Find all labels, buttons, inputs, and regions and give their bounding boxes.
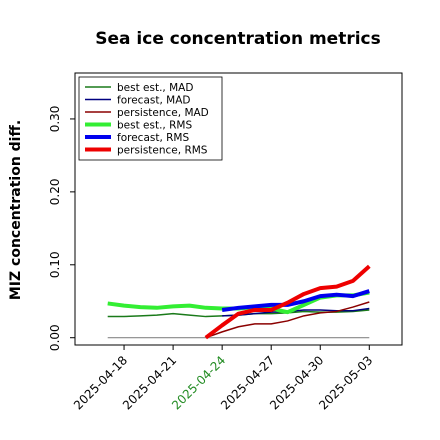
y-tick-label: 0.00 [48, 324, 62, 351]
y-tick-label: 0.10 [48, 251, 62, 278]
legend-label: best est., RMS [117, 120, 192, 132]
series-line [222, 307, 370, 317]
legend-label: forecast, RMS [117, 132, 189, 144]
legend-label: best est., MAD [117, 82, 193, 94]
series-line [221, 289, 370, 312]
legend-box [78, 76, 223, 161]
y-tick-label: 0.20 [48, 179, 62, 206]
series-line [205, 301, 370, 339]
chart-title: Sea ice concentration metrics [95, 29, 381, 49]
y-axis-label: MIZ concentration diff. [8, 120, 24, 300]
legend-label: persistence, MAD [117, 107, 209, 119]
legend-label: forecast, MAD [117, 95, 190, 107]
legend-label: persistence, RMS [117, 145, 208, 157]
plot-frame [74, 72, 403, 346]
series-line [204, 264, 371, 340]
y-tick-label: 0.30 [48, 106, 62, 133]
